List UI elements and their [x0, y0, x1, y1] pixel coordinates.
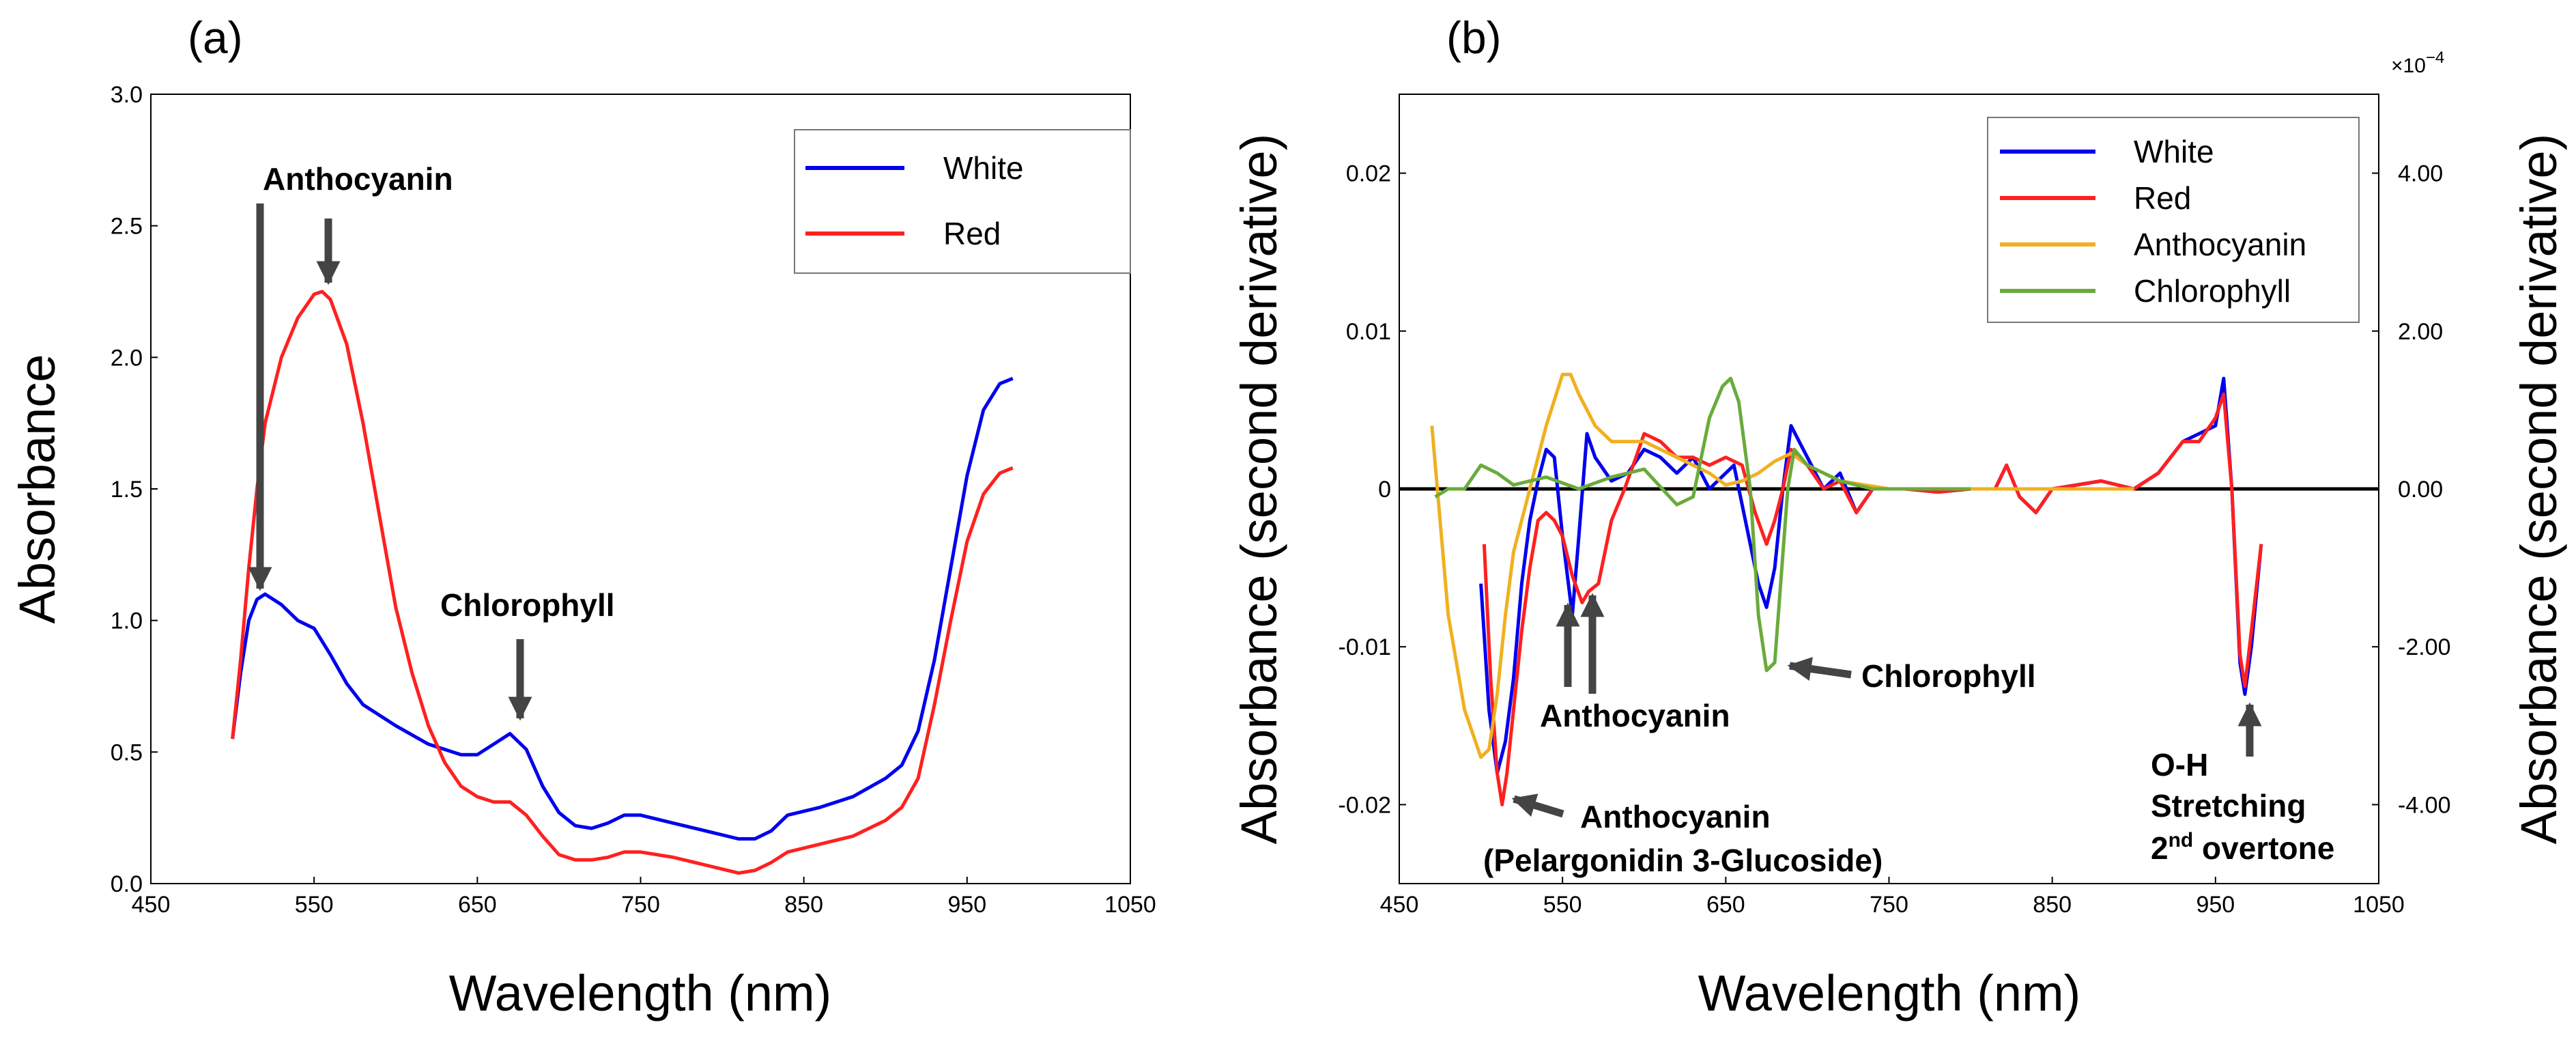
y-tick-label-b-2: 0 [1378, 477, 1391, 503]
series-a [231, 290, 1014, 875]
annotation-b-pelargonidin-sub: (Pelargonidin 3-Glucoside) [1483, 843, 1883, 878]
legend-b-label-white: White [2134, 134, 2214, 169]
legend-a-box [794, 129, 1131, 274]
y-right-tick-label-b-3: 2.00 [2398, 319, 2443, 345]
y-tick-label-b-3: 0.01 [1346, 319, 1391, 345]
annotation-a-chlorophyll: Chlorophyll [440, 587, 615, 623]
y-tick-label-a-1: 0.5 [111, 740, 143, 765]
legend-a: White Red [794, 129, 1131, 274]
legend-b-label-anthocyanin: Anthocyanin [2134, 227, 2306, 262]
y-tick-label-a-3: 1.5 [111, 477, 143, 503]
y-tick-label-a-5: 2.5 [111, 214, 143, 240]
y-tick-label-b-4: 0.02 [1346, 161, 1391, 187]
y-right-tick-label-b-2: 0.00 [2398, 477, 2443, 503]
y-tick-label-a-4: 2.0 [111, 345, 143, 371]
annotation-b-oh-line3: 2nd overtone [2151, 829, 2334, 866]
x-tick-label-b-5: 950 [2196, 892, 2235, 918]
series-line-b-anthocyanin [1430, 372, 2134, 759]
legend-b: White Red Anthocyanin Chlorophyll [1987, 117, 2360, 323]
annotation-b-oh-line1: O-H [2151, 747, 2208, 783]
x-tick-label-a-0: 450 [132, 892, 171, 918]
x-tick-label-a-2: 650 [458, 892, 497, 918]
annotation-b-chlorophyll: Chlorophyll [1861, 658, 2036, 694]
series-line-a-red [231, 290, 1014, 875]
legend-a-label-white: White [943, 150, 1024, 186]
annotations-a: Anthocyanin Chlorophyll [248, 161, 615, 721]
y-axis-label-b-left: Absorbance (second derivative) [1231, 134, 1287, 845]
y-right-tick-label-b-4: 4.00 [2398, 161, 2443, 187]
ticks-a: 450 550 650 750 850 950 1050 0.0 0.5 1.0 1.5 2.0 2.5… [111, 82, 1156, 918]
y-right-tick-label-b-0: -4.00 [2398, 792, 2451, 818]
panel-a: (a) 450 550 650 750 850 950 1050 0.0 0.5 1.0 1.5 2.… [9, 12, 1156, 1022]
y-tick-label-a-0: 0.0 [111, 871, 143, 897]
y-tick-label-a-6: 3.0 [111, 82, 143, 108]
y-tick-label-b-1: -0.01 [1339, 634, 1392, 660]
x-tick-label-a-1: 550 [295, 892, 334, 918]
legend-b-label-chlorophyll: Chlorophyll [2134, 273, 2291, 309]
x-axis-label-b: Wavelength (nm) [1698, 965, 2081, 1022]
annotation-b-anthocyanin: Anthocyanin [1540, 698, 1730, 733]
arrow-b-pelargonidin [1511, 793, 1564, 818]
y-axis-label-b-right: Absorbance (second derivative) [2510, 134, 2567, 845]
x-tick-label-b-3: 750 [1870, 892, 1908, 918]
x-tick-label-b-0: 450 [1380, 892, 1419, 918]
series-line-a-white [231, 376, 1014, 841]
x-axis-label-a: Wavelength (nm) [449, 965, 832, 1022]
y-tick-label-a-2: 1.0 [111, 608, 143, 634]
series-b [1430, 372, 2263, 806]
series-line-b-red [1482, 392, 2263, 806]
legend-a-label-red: Red [943, 216, 1001, 251]
x-tick-label-a-5: 950 [947, 892, 986, 918]
panel-b: (b) ×10−4 450 550 650 750 850 950 1050 -0.02 -0.… [1231, 12, 2567, 1022]
x-tick-label-a-6: 1050 [1104, 892, 1156, 918]
y-tick-label-b-0: -0.02 [1339, 792, 1392, 818]
ticks-b: 450 550 650 750 850 950 1050 -0.02 -0.01 0 0.01 0.0… [1339, 161, 2451, 918]
x-tick-label-b-6: 1050 [2353, 892, 2405, 918]
panel-a-label: (a) [188, 12, 243, 63]
x-tick-label-a-4: 850 [784, 892, 823, 918]
exponent-label: ×10−4 [2391, 48, 2444, 77]
annotation-b-oh-line2: Stretching [2151, 788, 2306, 823]
y-axis-label-a: Absorbance [9, 354, 66, 624]
annotations-b: Anthocyanin (Pelargonidin 3-Glucoside) A… [1483, 593, 2334, 878]
y-right-tick-label-b-1: -2.00 [2398, 634, 2451, 660]
x-tick-label-b-4: 850 [2033, 892, 2072, 918]
panel-b-label: (b) [1446, 12, 1502, 63]
annotation-b-pelargonidin: Anthocyanin [1580, 799, 1771, 834]
x-tick-label-b-2: 650 [1706, 892, 1745, 918]
legend-b-label-red: Red [2134, 180, 2191, 216]
arrow-b-chlorophyll [1787, 657, 1852, 681]
x-tick-label-a-3: 750 [621, 892, 660, 918]
series-line-b-chlorophyll [1434, 376, 1971, 673]
annotation-a-anthocyanin: Anthocyanin [263, 161, 453, 197]
x-tick-label-b-1: 550 [1543, 892, 1582, 918]
